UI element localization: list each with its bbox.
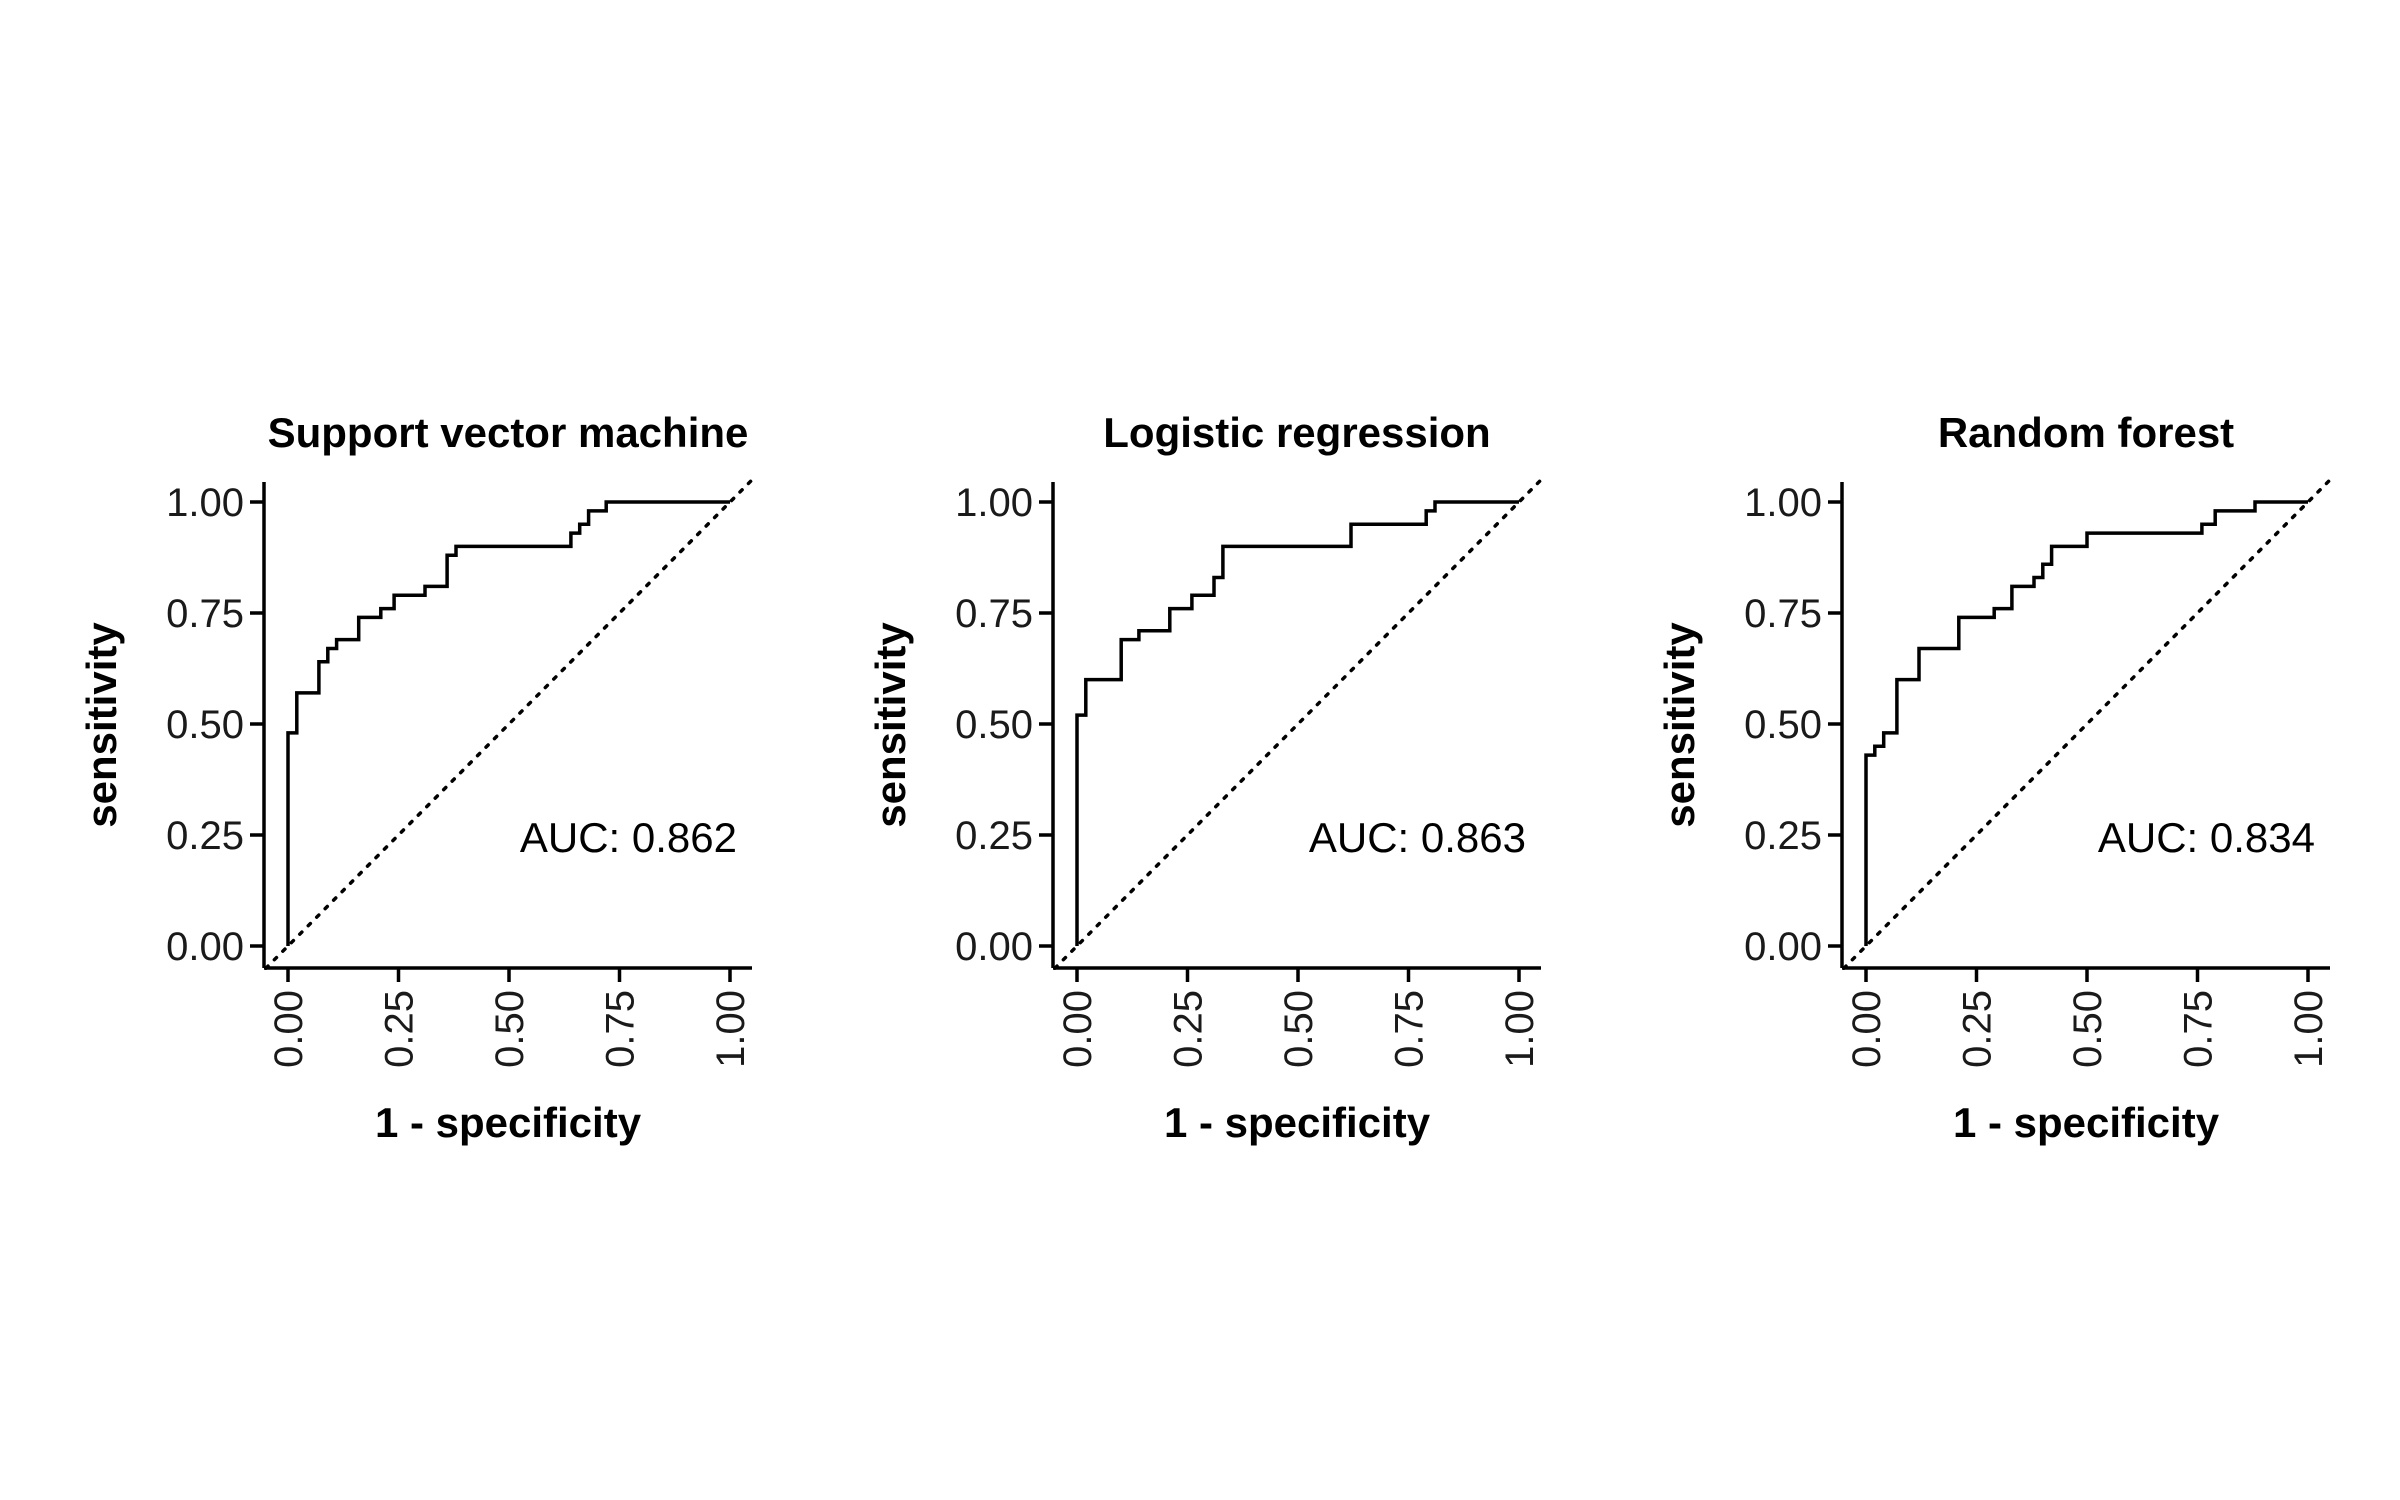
roc-panel: Logistic regression 0.00 0.25 0.50 0.75 1.00 0…	[867, 409, 1543, 1146]
y-tick-label: 0.50	[955, 703, 1033, 747]
x-tick-label: 0.25	[1956, 990, 2000, 1068]
x-axis-title: 1 - specificity	[1953, 1099, 2220, 1146]
roc-panel: Random forest 0.00 0.25 0.50 0.75 1.00 0.00 0.2…	[1656, 409, 2332, 1146]
x-tick-label: 1.00	[709, 990, 753, 1068]
y-tick-label: 0.50	[166, 703, 244, 747]
y-tick-label: 0.75	[166, 592, 244, 636]
x-axis-title: 1 - specificity	[375, 1099, 642, 1146]
y-tick-label: 1.00	[955, 481, 1033, 525]
y-tick-label: 1.00	[1744, 481, 1822, 525]
auc-annotation: AUC: 0.834	[2098, 814, 2315, 861]
x-tick-label: 1.00	[1498, 990, 1542, 1068]
chance-diagonal-line	[1842, 478, 2332, 970]
roc-panel: Support vector machine 0.00 0.25 0.50 0.75 1.…	[78, 409, 754, 1146]
x-tick-label: 0.50	[488, 990, 532, 1068]
y-tick-label: 0.75	[1744, 592, 1822, 636]
panel-title: Random forest	[1938, 409, 2234, 456]
x-tick-label: 0.50	[2066, 990, 2110, 1068]
x-tick-label: 0.00	[1845, 990, 1889, 1068]
y-tick-label: 0.25	[955, 814, 1033, 858]
y-axis-title: sensitivity	[867, 622, 914, 828]
y-axis-title: sensitivity	[78, 622, 125, 828]
x-tick-label: 1.00	[2287, 990, 2331, 1068]
y-tick-label: 0.25	[1744, 814, 1822, 858]
panel-title: Logistic regression	[1103, 409, 1490, 456]
chance-diagonal-line	[264, 478, 754, 970]
x-tick-label: 0.00	[267, 990, 311, 1068]
x-tick-label: 0.25	[378, 990, 422, 1068]
panel-title: Support vector machine	[268, 409, 749, 456]
roc-curve-line	[1864, 500, 2308, 946]
roc-curve-line	[286, 500, 730, 946]
auc-annotation: AUC: 0.862	[520, 814, 737, 861]
x-tick-label: 0.25	[1167, 990, 1211, 1068]
y-tick-label: 0.00	[166, 925, 244, 969]
y-tick-label: 0.25	[166, 814, 244, 858]
x-tick-label: 0.75	[2177, 990, 2221, 1068]
roc-curve-line	[1075, 500, 1519, 946]
auc-annotation: AUC: 0.863	[1309, 814, 1526, 861]
x-axis-title: 1 - specificity	[1164, 1099, 1431, 1146]
x-tick-label: 0.50	[1277, 990, 1321, 1068]
y-tick-label: 1.00	[166, 481, 244, 525]
y-tick-label: 0.75	[955, 592, 1033, 636]
chance-diagonal-line	[1053, 478, 1543, 970]
x-tick-label: 0.75	[1388, 990, 1432, 1068]
x-tick-label: 0.00	[1056, 990, 1100, 1068]
y-tick-label: 0.00	[955, 925, 1033, 969]
y-tick-label: 0.00	[1744, 925, 1822, 969]
y-tick-label: 0.50	[1744, 703, 1822, 747]
x-tick-label: 0.75	[599, 990, 643, 1068]
y-axis-title: sensitivity	[1656, 622, 1703, 828]
